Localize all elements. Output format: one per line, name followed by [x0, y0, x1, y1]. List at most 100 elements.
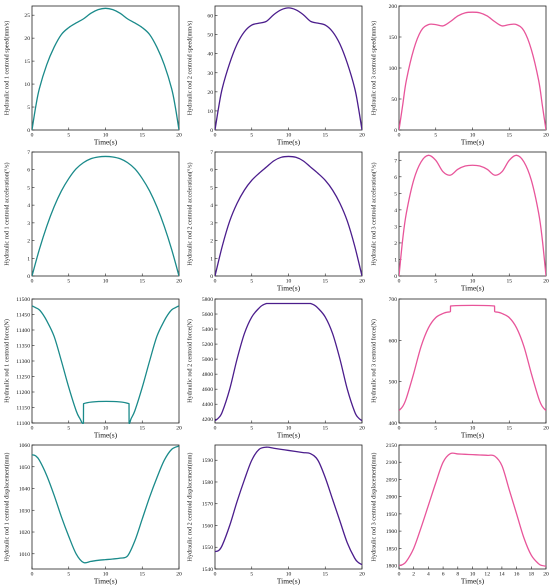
- chart-panel-6: 0 5 10 15 20 0 1 2 3 4 5 6 7 Time(s) Hydraulic rod 3 c…: [371, 151, 549, 293]
- chart-panel-11: 0 5 10 15 20 1540 1550 1560 1570 1580 1590 Time(s) H…: [187, 444, 365, 585]
- y-tick-label: 0: [394, 128, 397, 134]
- y-axis-label: Hydraulic rod 1 centroid force(N): [4, 319, 11, 403]
- x-tick-label: 0: [398, 426, 401, 432]
- y-tick-label: 4: [394, 208, 397, 214]
- x-axis-label: Time(s): [277, 577, 301, 585]
- x-tick-label: 5: [434, 279, 437, 285]
- x-tick-label: 20: [176, 279, 182, 285]
- y-tick-label: 11400: [16, 328, 30, 334]
- y-tick-label: 5400: [202, 327, 213, 333]
- y-tick-label: 4: [210, 203, 213, 209]
- x-tick-label: 15: [322, 426, 328, 432]
- y-tick-label: 2: [394, 241, 397, 247]
- x-tick-label: 15: [322, 572, 328, 578]
- x-tick-label: 20: [543, 133, 549, 139]
- plot-frame: [214, 5, 363, 131]
- y-tick-label: 1950: [386, 512, 397, 518]
- y-tick-label: 11150: [16, 406, 30, 412]
- y-tick-label: 400: [389, 421, 398, 427]
- y-tick-label: 2100: [386, 460, 397, 466]
- x-tick-label: 10: [103, 572, 109, 578]
- y-tick-label: 1590: [202, 458, 213, 464]
- x-tick-label: 10: [286, 426, 292, 432]
- x-tick-label: 15: [139, 572, 145, 578]
- x-tick-label: 16: [514, 572, 520, 578]
- chart-panel-8: 0 5 10 15 20 4200 4400 4600 4800 5000 5200 5400 5600…: [187, 297, 366, 440]
- x-tick-label: 14: [499, 572, 505, 578]
- x-tick-label: 5: [67, 426, 70, 432]
- y-tick-label: 2: [27, 239, 30, 245]
- y-tick-label: 0: [210, 274, 213, 280]
- x-tick-label: 0: [31, 279, 34, 285]
- chart-panel-12: 0 2 4 6 8 10 12 14 16 18 20 1800 1850 1900 1950 2000 205…: [371, 443, 550, 585]
- plot-frame: [214, 444, 363, 570]
- x-axis-label: Time(s): [461, 431, 485, 440]
- series-line: [215, 7, 362, 131]
- x-tick-label: 20: [359, 133, 365, 139]
- x-tick-label: 20: [543, 572, 549, 578]
- y-tick-label: 50: [207, 33, 213, 39]
- x-tick-label: 0: [214, 426, 217, 432]
- x-tick-label: 0: [214, 572, 217, 578]
- x-tick-label: 8: [456, 572, 459, 578]
- y-tick-label: 1850: [386, 546, 397, 552]
- y-tick-label: 500: [389, 380, 398, 386]
- x-tick-label: 15: [322, 279, 328, 285]
- y-tick-label: 11300: [16, 359, 30, 365]
- x-axis-label: Time(s): [94, 431, 118, 440]
- y-tick-label: 7: [27, 150, 30, 156]
- x-tick-label: 5: [434, 426, 437, 432]
- y-axis-label: Hydraulic rod 3 centroid displacement(mm…: [371, 453, 378, 562]
- y-axis-label: Hydraulic rod 2 centroid force(N): [187, 319, 194, 403]
- y-tick-label: 2050: [386, 477, 397, 483]
- series-line: [32, 305, 179, 424]
- y-tick-label: 5: [27, 185, 30, 191]
- y-tick-label: 4200: [202, 417, 213, 423]
- y-axis-label: Hydraulic rod 3 centroid speed(mm/s): [371, 21, 378, 116]
- y-tick-label: 2000: [386, 495, 397, 501]
- y-tick-label: 1050: [19, 465, 30, 471]
- x-tick-label: 5: [250, 426, 253, 432]
- series-line: [215, 446, 362, 566]
- y-tick-label: 15: [24, 59, 30, 65]
- x-axis-label: Time(s): [94, 138, 118, 147]
- x-tick-label: 6: [442, 572, 445, 578]
- y-tick-label: 1020: [19, 530, 30, 536]
- y-tick-label: 6: [27, 168, 30, 174]
- y-tick-label: 2: [210, 239, 213, 245]
- plot-frame: [214, 151, 363, 277]
- x-tick-label: 5: [250, 279, 253, 285]
- x-tick-label: 5: [250, 572, 253, 578]
- series-line: [399, 452, 546, 567]
- x-tick-label: 20: [176, 572, 182, 578]
- x-tick-label: 15: [139, 279, 145, 285]
- x-tick-label: 12: [484, 572, 490, 578]
- y-tick-label: 60: [207, 14, 213, 20]
- x-tick-label: 10: [286, 279, 292, 285]
- x-tick-label: 4: [427, 572, 430, 578]
- chart-panel-4: 0 5 10 15 20 0 1 2 3 4 5 6 7 Hydraulic rod 1 centroid…: [4, 150, 183, 285]
- x-tick-label: 5: [67, 279, 70, 285]
- x-tick-label: 5: [434, 133, 437, 139]
- x-tick-label: 5: [67, 572, 70, 578]
- x-axis-label: Time(s): [461, 138, 485, 147]
- x-tick-label: 20: [359, 279, 365, 285]
- x-axis-label: Time(s): [277, 431, 301, 440]
- y-tick-label: 5200: [202, 342, 213, 348]
- y-tick-label: 0: [27, 128, 30, 134]
- y-axis-label: Hydraulic rod 2 centroid speed(mm/s): [187, 21, 194, 116]
- y-tick-label: 4400: [202, 402, 213, 408]
- x-tick-label: 20: [359, 572, 365, 578]
- y-tick-label: 11350: [16, 344, 30, 350]
- y-tick-label: 1: [27, 256, 30, 262]
- plot-frame: [31, 151, 180, 277]
- y-tick-label: 5800: [202, 297, 213, 303]
- x-tick-label: 10: [103, 426, 109, 432]
- chart-panel-9: 0 5 10 15 20 400 500 600 700 Time(s) Hydraulic rod…: [371, 297, 550, 440]
- x-tick-label: 0: [398, 279, 401, 285]
- x-axis-label: Time(s): [461, 577, 485, 585]
- x-tick-label: 10: [286, 133, 292, 139]
- x-tick-label: 0: [398, 572, 401, 578]
- y-tick-label: 1800: [386, 564, 397, 570]
- x-axis-label: Time(s): [461, 284, 485, 293]
